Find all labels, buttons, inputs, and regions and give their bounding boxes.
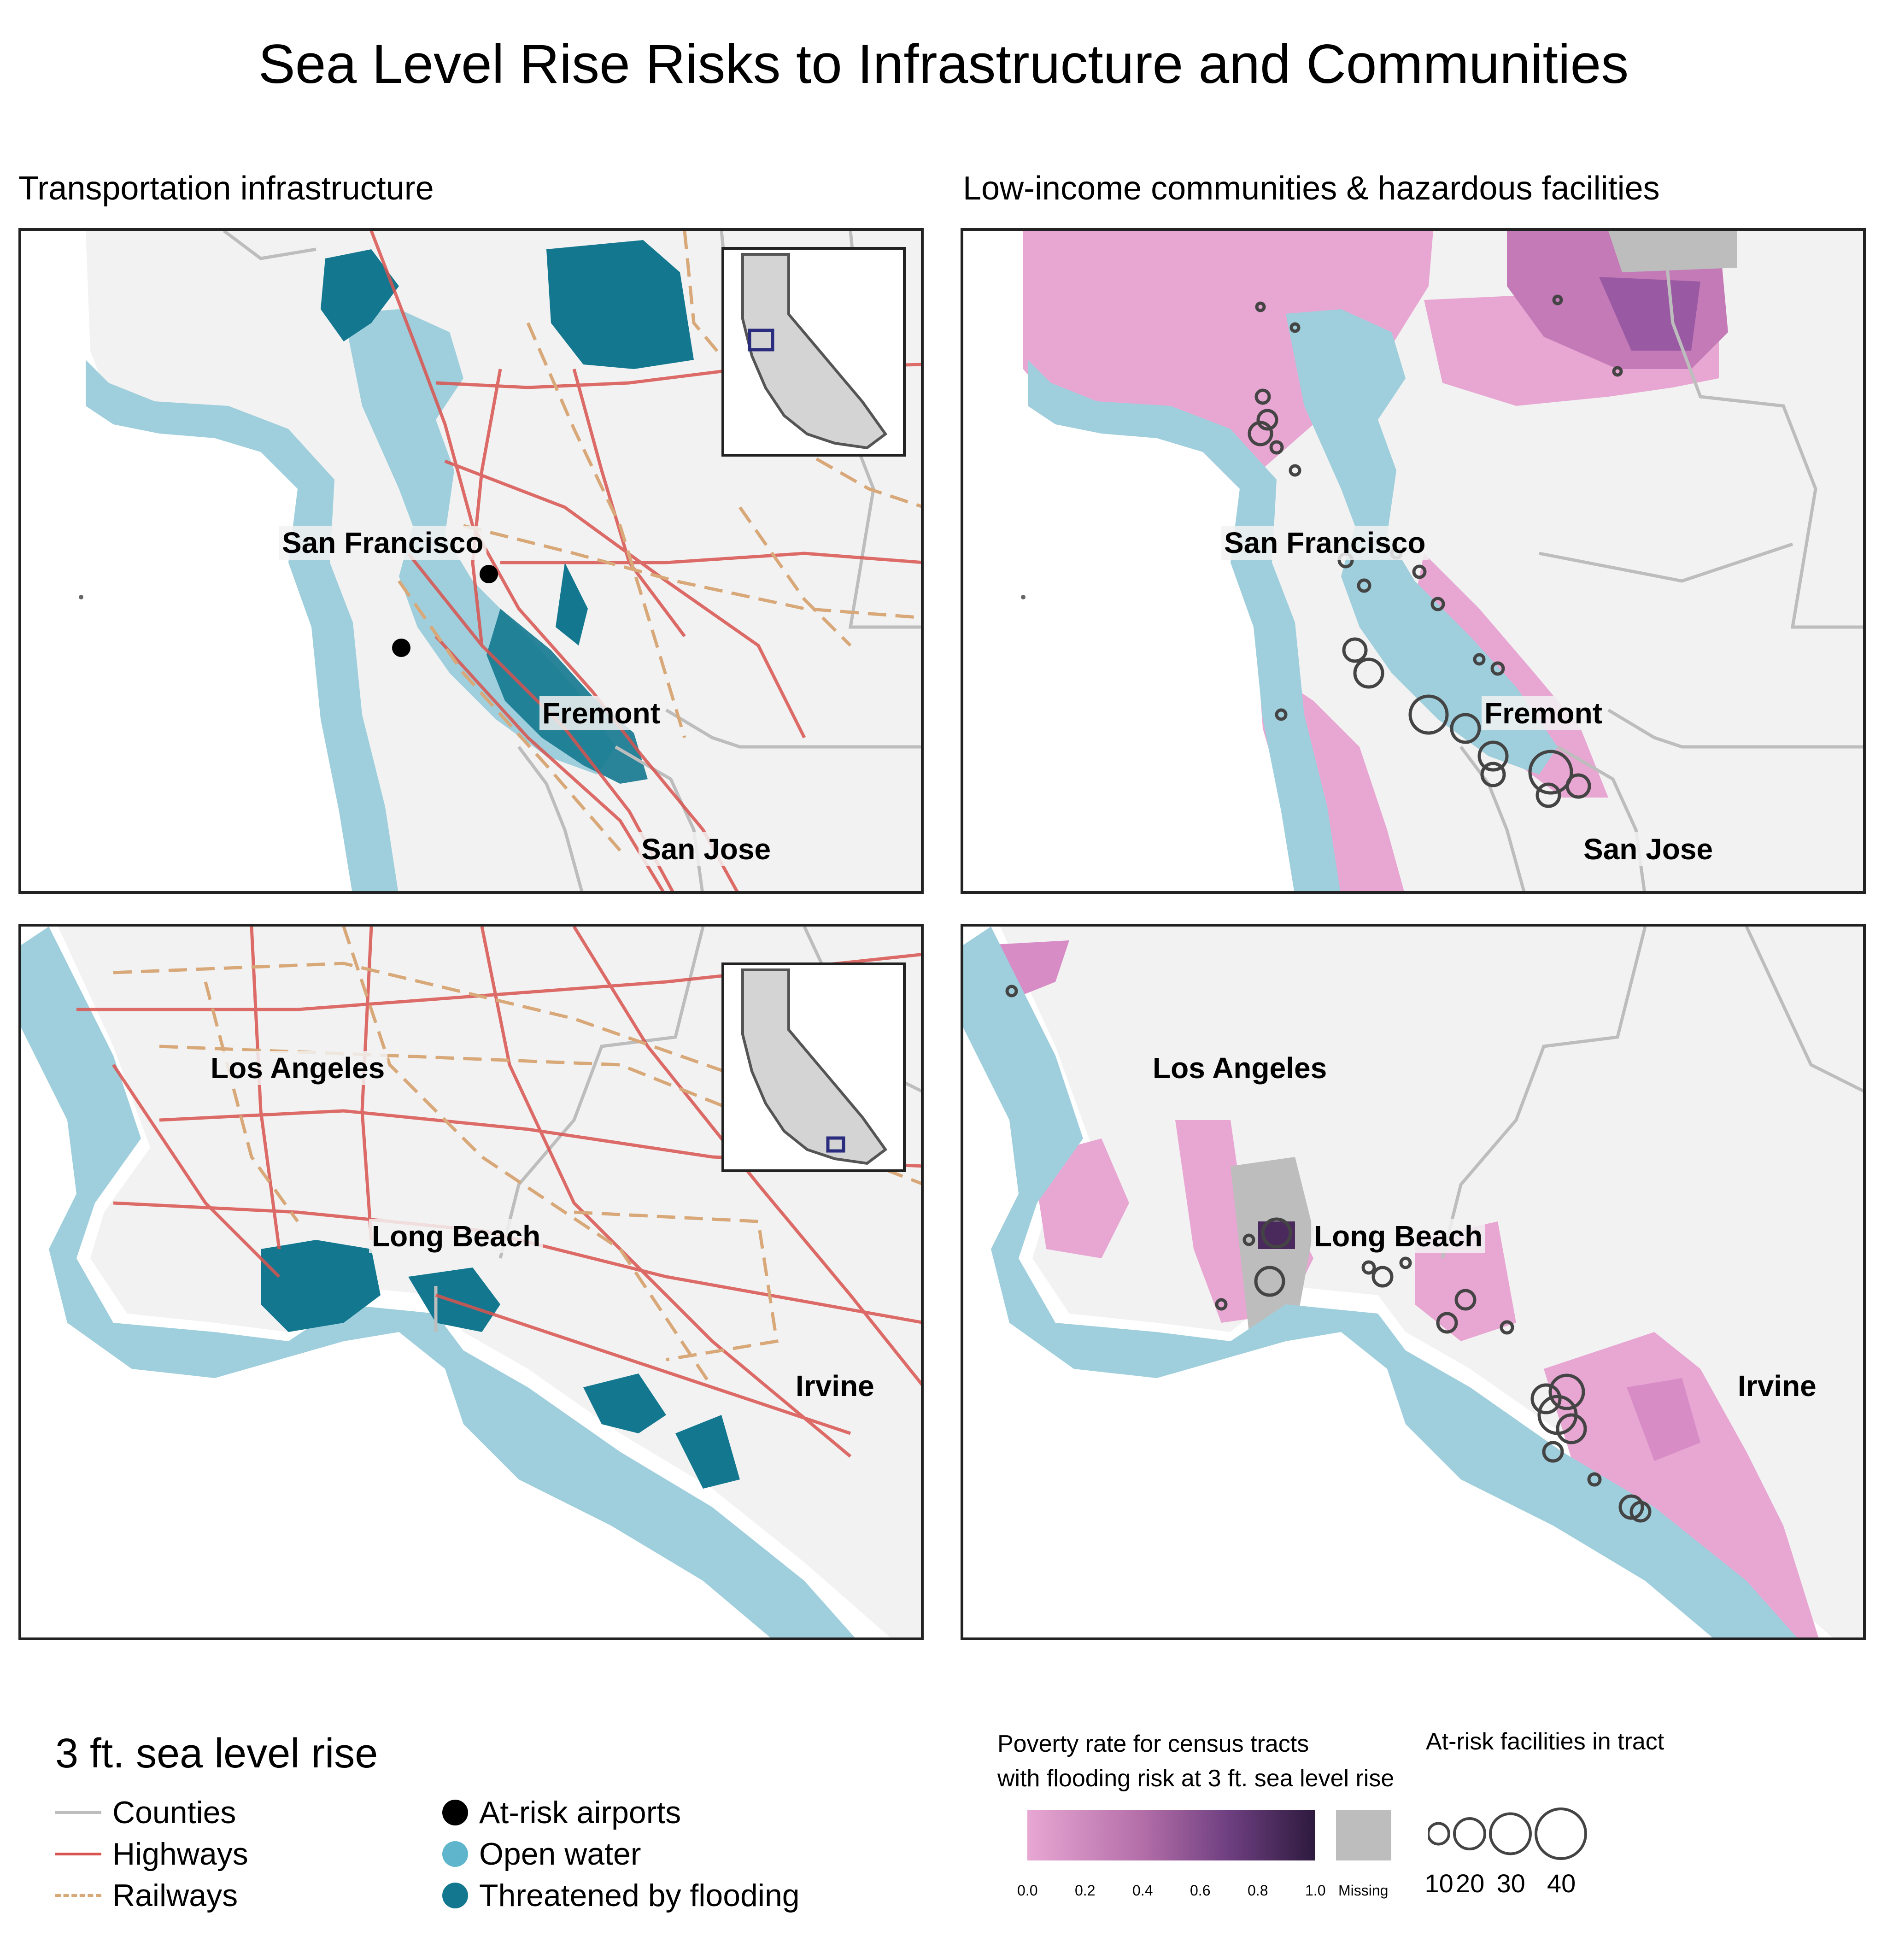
legend-flooding-label: Threatened by flooding [479, 1878, 800, 1913]
poverty-tick-label: 0.2 [1075, 1882, 1096, 1899]
legend-railways-label: Railways [112, 1878, 238, 1913]
poverty-color-ramp [1027, 1810, 1315, 1860]
poverty-tick-label: 1.0 [1305, 1882, 1326, 1899]
legend-highways-label: Highways [112, 1837, 248, 1872]
legend-railways: Railways [55, 1878, 238, 1913]
flooding-dot-icon [442, 1883, 468, 1908]
city-label-fremont: Fremont [539, 696, 663, 730]
poverty-tick-label: 0.0 [1017, 1882, 1038, 1899]
airport-marker-oakland [480, 565, 498, 583]
panel-title-right: Low-income communities & hazardous facil… [963, 170, 1660, 207]
city-label-san-francisco-2: San Francisco [1221, 526, 1429, 560]
poverty-missing-label: Missing [1338, 1882, 1389, 1899]
inset-map-socal [721, 962, 906, 1172]
legend-flooding: Threatened by flooding [442, 1878, 800, 1913]
city-label-fremont-2: Fremont [1482, 696, 1605, 730]
inset-highlight-socal [826, 1136, 845, 1153]
legend-open-water: Open water [442, 1836, 641, 1872]
city-label-los-angeles: Los Angeles [208, 1051, 388, 1085]
city-label-san-francisco: San Francisco [279, 526, 486, 560]
facility-size-label: 10 [1424, 1869, 1453, 1898]
city-label-long-beach: Long Beach [369, 1219, 544, 1253]
city-label-los-angeles-2: Los Angeles [1150, 1051, 1330, 1085]
city-label-irvine-2: Irvine [1735, 1369, 1819, 1403]
poverty-legend-title-1: Poverty rate for census tracts [997, 1731, 1309, 1757]
legend-airports: At-risk airports [442, 1795, 681, 1831]
facility-size-label: 20 [1456, 1869, 1485, 1898]
poverty-tick-label: 0.6 [1190, 1882, 1211, 1899]
poverty-legend-title-2: with flooding risk at 3 ft. sea level ri… [997, 1765, 1395, 1792]
inset-map-bay-svg [741, 253, 888, 450]
map-bay-poverty-svg [963, 231, 1863, 891]
map-socal-poverty: Los Angeles Long Beach Irvine [961, 924, 1866, 1640]
map-bay-poverty: San Francisco Fremont San Jose [961, 228, 1866, 894]
facility-size-circle [1453, 1817, 1486, 1850]
airport-marker-sfo [392, 639, 410, 657]
map-socal-transport: Los Angeles Long Beach Irvine [18, 924, 924, 1640]
highways-line-swatch [55, 1853, 101, 1855]
facilities-legend-title: At-risk facilities in tract [1426, 1728, 1664, 1755]
legend-airports-label: At-risk airports [479, 1795, 681, 1830]
inset-highlight-bay [748, 329, 774, 352]
legend-heading: 3 ft. sea level rise [55, 1731, 378, 1777]
city-label-san-jose: San Jose [639, 832, 774, 866]
airport-dot-icon [442, 1800, 468, 1825]
facility-markers-socal [1005, 985, 1652, 1523]
legend-counties: Counties [55, 1795, 236, 1831]
poverty-tick-label: 0.8 [1248, 1882, 1268, 1899]
city-label-san-jose-2: San Jose [1581, 832, 1716, 866]
city-label-long-beach-2: Long Beach [1311, 1219, 1486, 1253]
poverty-tick-label: 0.4 [1132, 1882, 1153, 1899]
legend-open-water-label: Open water [479, 1837, 641, 1872]
city-label-irvine: Irvine [793, 1369, 877, 1403]
facility-size-circle [1428, 1822, 1450, 1846]
counties-line-swatch [55, 1811, 101, 1814]
poverty-missing-swatch [1336, 1810, 1391, 1860]
map-socal-transport-svg [21, 927, 921, 1637]
facility-size-legend [1428, 1807, 1587, 1860]
inset-map-socal-svg [741, 968, 888, 1165]
inset-map-bay [721, 247, 906, 457]
legend-highways: Highways [55, 1836, 248, 1872]
facility-size-circle [1535, 1807, 1587, 1860]
map-bay-transport: San Francisco Fremont San Jose [18, 228, 924, 894]
facility-size-circle [1489, 1812, 1532, 1855]
facility-size-label: 30 [1496, 1869, 1525, 1898]
facility-size-label: 40 [1547, 1869, 1576, 1898]
map-socal-poverty-svg [963, 927, 1863, 1637]
legend-counties-label: Counties [112, 1795, 236, 1830]
railways-line-swatch [55, 1894, 101, 1897]
open-water-dot-icon [442, 1841, 468, 1867]
panel-title-left: Transportation infrastructure [18, 170, 434, 207]
figure-title: Sea Level Rise Risks to Infrastructure a… [258, 33, 1629, 95]
